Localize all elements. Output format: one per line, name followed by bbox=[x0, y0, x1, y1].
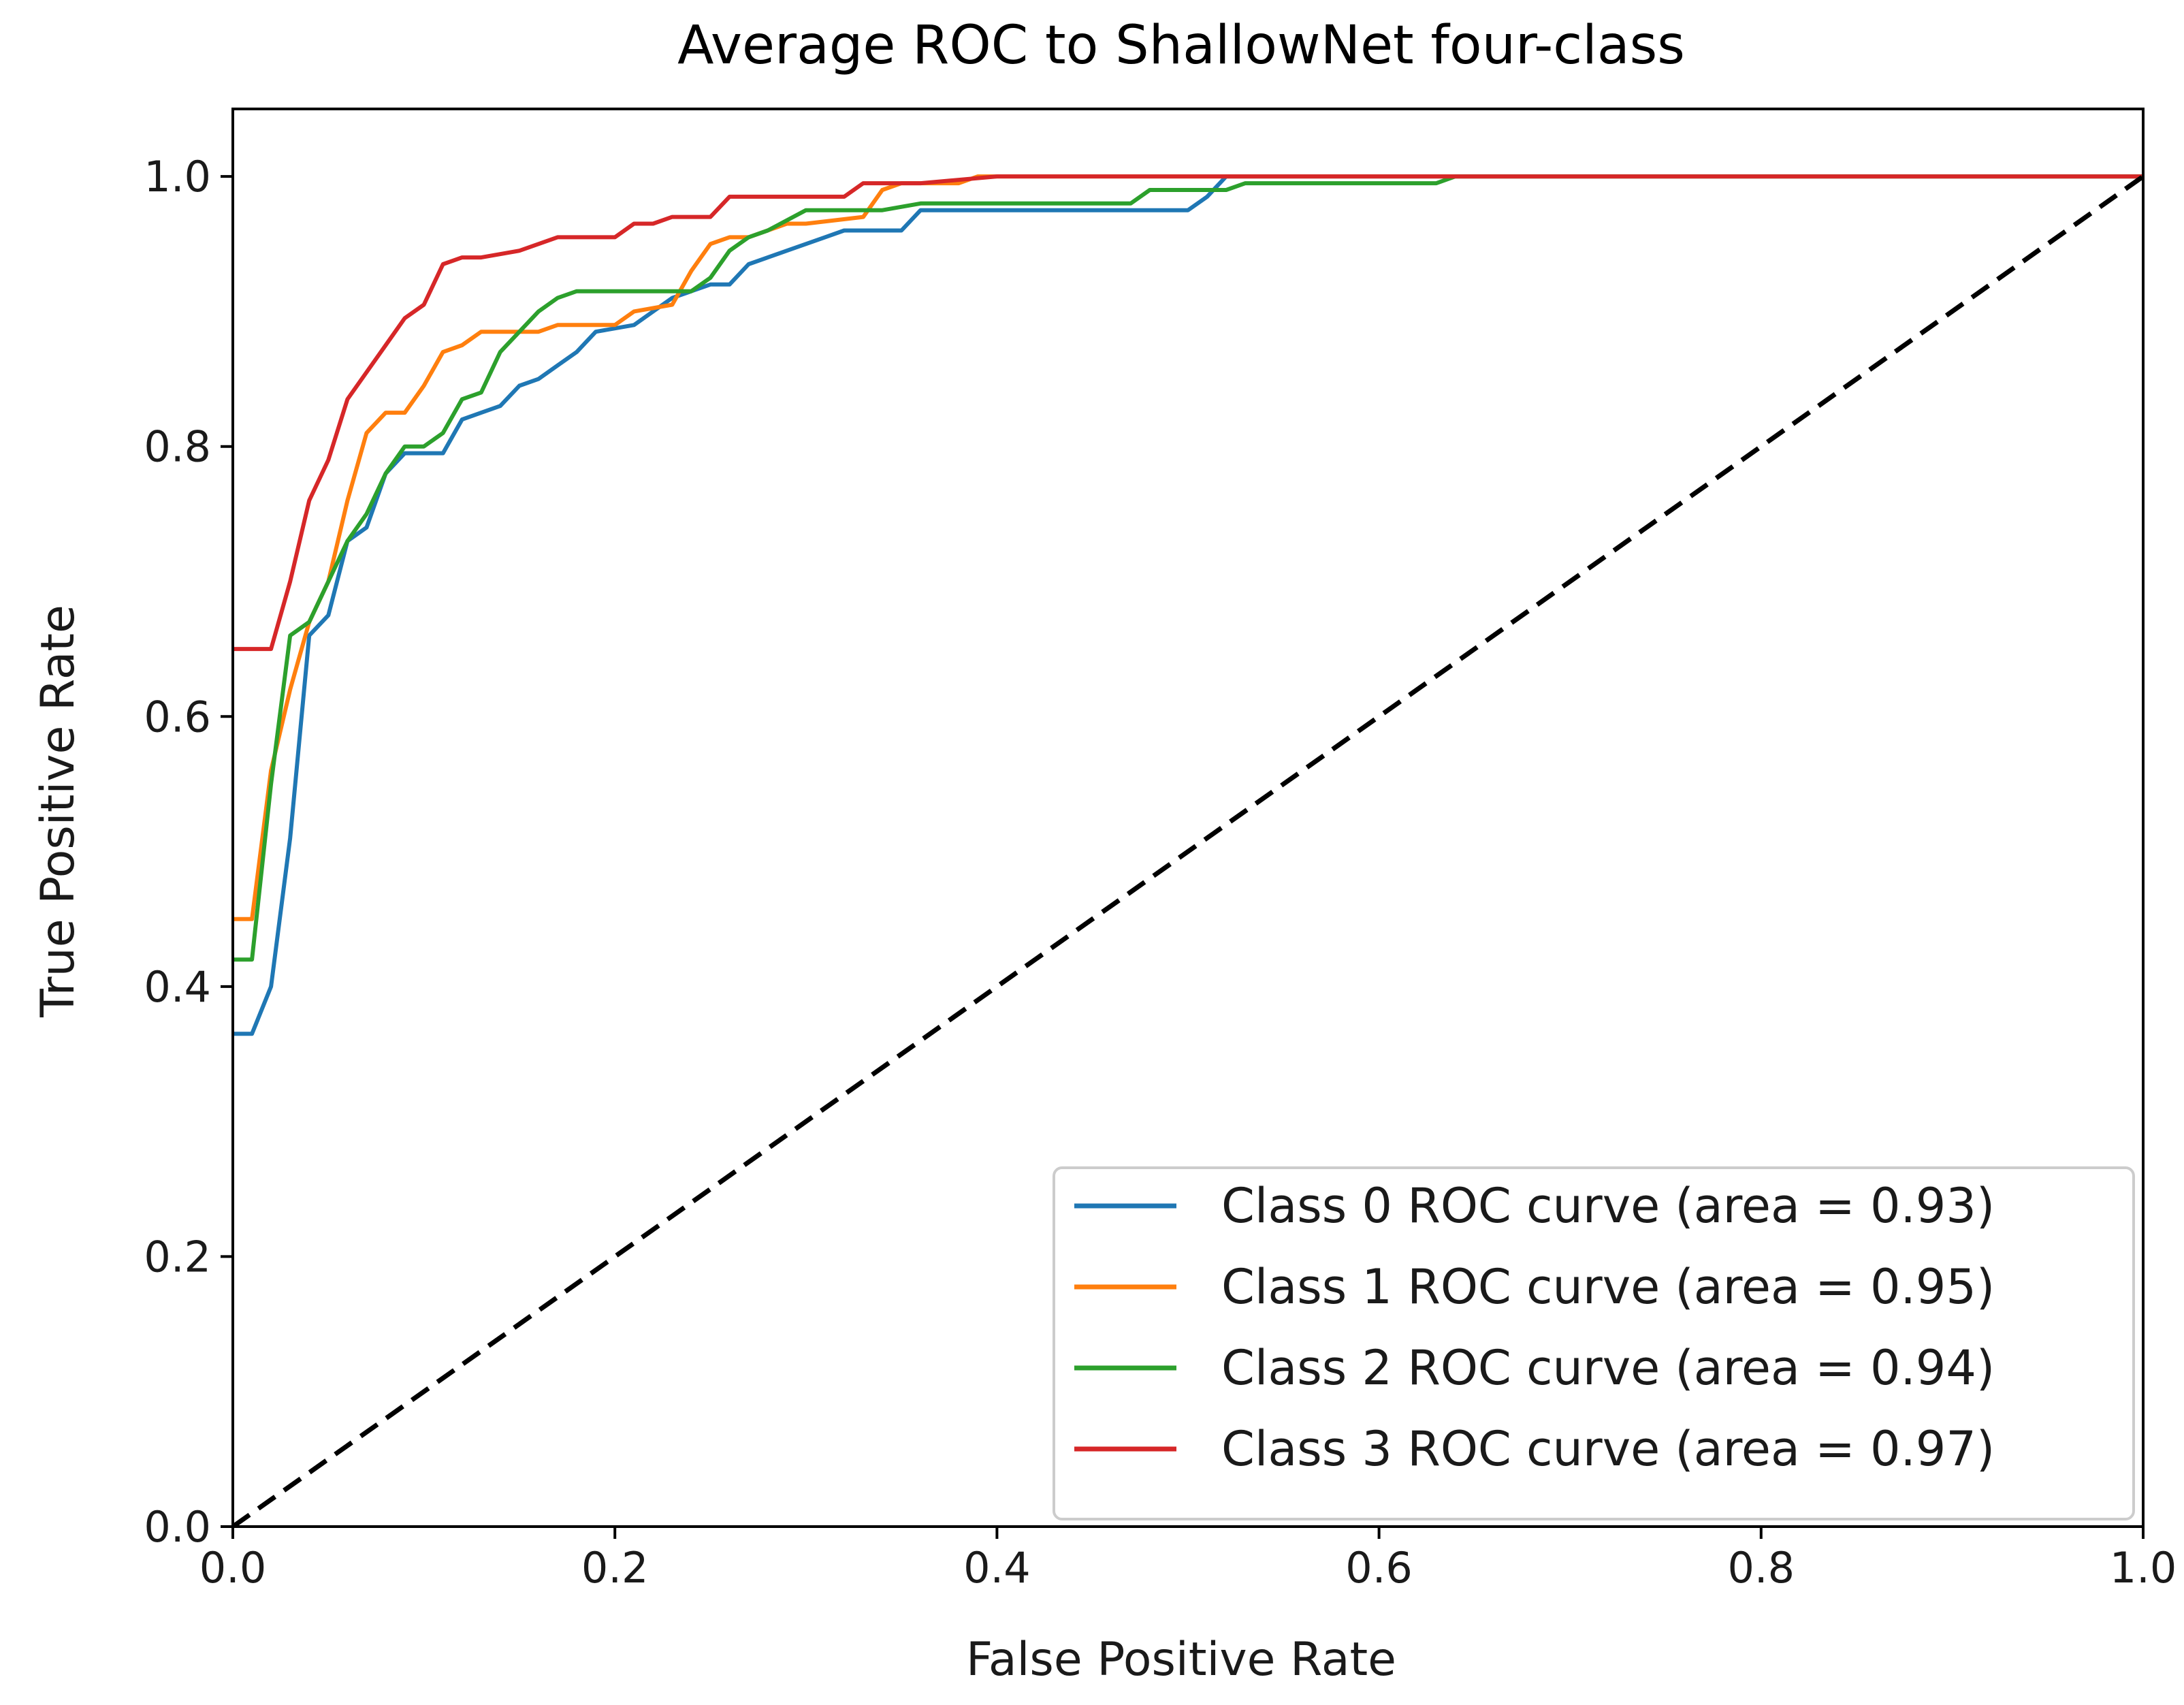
series-line-class-3 bbox=[233, 174, 2143, 652]
y-tick-label: 0.2 bbox=[144, 1232, 211, 1281]
x-tick-label: 0.8 bbox=[1727, 1543, 1795, 1593]
legend-label: Class 2 ROC curve (area = 0.94) bbox=[1221, 1340, 1995, 1396]
y-tick-label: 0.8 bbox=[144, 422, 211, 472]
x-tick-label: 0.4 bbox=[963, 1543, 1031, 1593]
legend-box bbox=[1053, 1166, 2135, 1520]
series-line-class-2 bbox=[233, 174, 2143, 962]
series-line-class-0 bbox=[233, 174, 2143, 1036]
x-tick-label: 0.6 bbox=[1345, 1543, 1413, 1593]
chance-diagonal-line bbox=[233, 174, 2143, 1527]
legend-label: Class 0 ROC curve (area = 0.93) bbox=[1221, 1178, 1995, 1234]
y-axis-label: True Positive Rate bbox=[31, 605, 85, 1018]
x-tick-label: 1.0 bbox=[2110, 1543, 2177, 1593]
y-tick-label: 1.0 bbox=[144, 152, 211, 202]
x-tick-label: 0.2 bbox=[581, 1543, 649, 1593]
y-tick-label: 0.4 bbox=[144, 962, 211, 1012]
legend: Class 0 ROC curve (area = 0.93) Class 1 R… bbox=[1053, 1166, 2135, 1520]
plot-area: 0.0 0.2 0.4 0.6 0.8 1.0 0.0 0.2 0.4 0.6 0.8 1.0 bbox=[144, 108, 2177, 1593]
y-tick-label: 0.6 bbox=[144, 692, 211, 742]
chart-title: Average ROC to ShallowNet four-class bbox=[677, 15, 1685, 76]
x-axis-label: False Positive Rate bbox=[966, 1633, 1396, 1687]
plot-frame bbox=[231, 108, 2145, 1528]
legend-label: Class 3 ROC curve (area = 0.97) bbox=[1221, 1421, 1995, 1477]
x-tick-label: 0.0 bbox=[199, 1543, 267, 1593]
y-tick-label: 0.0 bbox=[144, 1502, 211, 1552]
legend-label: Class 1 ROC curve (area = 0.95) bbox=[1221, 1259, 1995, 1315]
